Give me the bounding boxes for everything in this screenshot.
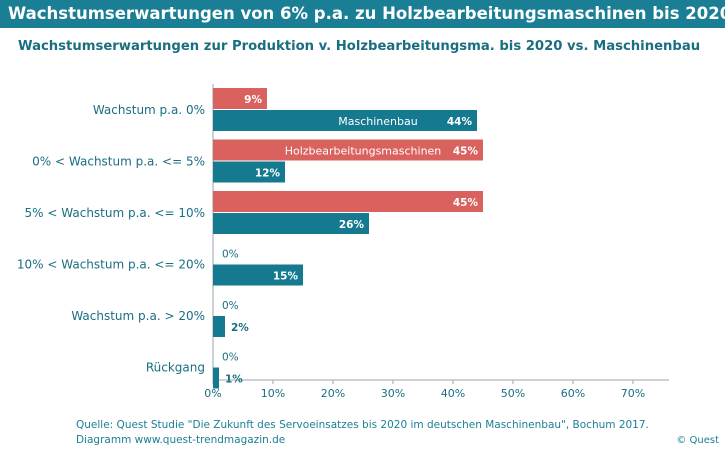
page-title: Wachstumserwartungen von 6% p.a. zu Holz…: [8, 4, 725, 23]
source-line-1: Quelle: Quest Studie "Die Zukunft des Se…: [76, 419, 649, 431]
bar-holz: [213, 88, 267, 109]
x-tick-label: 50%: [501, 387, 525, 400]
header-banner: Wachstumserwartungen von 6% p.a. zu Holz…: [0, 0, 725, 28]
category-label: 0% < Wachstum p.a. <= 5%: [32, 155, 205, 169]
x-tick-label: 40%: [441, 387, 465, 400]
data-label-holz: 0%: [222, 352, 239, 364]
bar-holz: [213, 191, 483, 212]
data-label-maschinenbau: 15%: [273, 271, 299, 283]
category-label: Rückgang: [146, 361, 205, 375]
bar-maschinenbau: [213, 110, 477, 131]
copyright: © Quest: [676, 435, 719, 446]
x-tick-label: 0%: [204, 387, 221, 400]
category-label: Wachstum p.a. 0%: [93, 103, 205, 117]
chart-title: Wachstumserwartungen zur Produktion v. H…: [18, 39, 701, 54]
bar-holz: [213, 139, 483, 161]
data-label-holz: 45%: [453, 197, 479, 209]
x-tick-label: 20%: [321, 387, 345, 400]
data-label-maschinenbau: 12%: [255, 168, 281, 180]
category-label: 5% < Wachstum p.a. <= 10%: [25, 206, 205, 220]
x-tick-label: 60%: [561, 387, 585, 400]
bar-maschinenbau: [213, 264, 303, 286]
category-label: 10% < Wachstum p.a. <= 20%: [17, 258, 205, 272]
series-label-maschinenbau: Maschinenbau: [338, 115, 417, 128]
source-line-2: Diagramm www.quest-trendmagazin.de: [76, 434, 286, 446]
x-tick-label: 10%: [261, 387, 285, 400]
data-label-holz: 0%: [222, 249, 239, 261]
bar-maschinenbau: [213, 316, 225, 337]
data-label-holz: 0%: [222, 300, 239, 312]
bar-maschinenbau: [213, 213, 369, 234]
series-label-holz: Holzbearbeitungsmaschinen: [285, 145, 442, 158]
x-tick-label: 70%: [621, 387, 645, 400]
data-label-holz: 45%: [453, 146, 479, 158]
data-label-maschinenbau: 44%: [447, 116, 473, 128]
x-tick-label: 30%: [381, 387, 405, 400]
data-label-maschinenbau: 2%: [231, 322, 249, 334]
data-label-maschinenbau: 26%: [339, 219, 365, 231]
bar-maschinenbau: [213, 161, 285, 183]
data-label-maschinenbau: 1%: [225, 374, 243, 386]
source-note: Quelle: Quest Studie "Die Zukunft des Se…: [76, 418, 649, 448]
data-label-holz: 9%: [244, 94, 262, 106]
bar-maschinenbau: [213, 367, 219, 389]
category-label: Wachstum p.a. > 20%: [71, 309, 205, 323]
